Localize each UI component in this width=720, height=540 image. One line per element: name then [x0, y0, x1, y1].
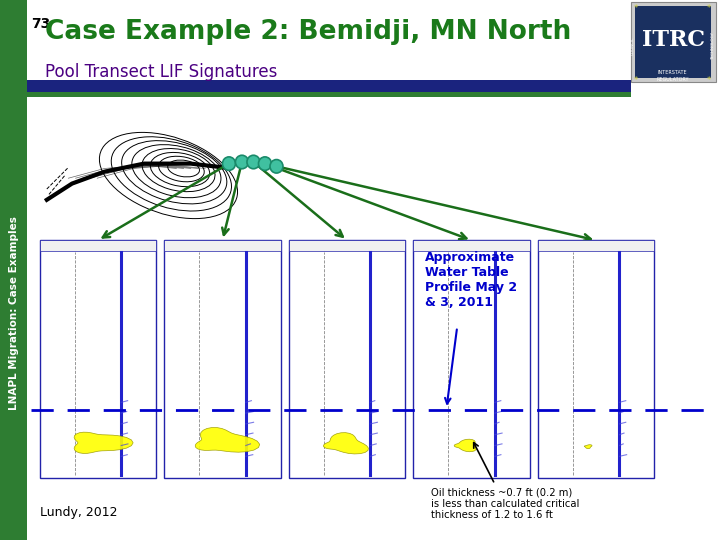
Bar	[289, 240, 405, 251]
Bar	[27, 92, 631, 97]
Bar	[27, 97, 720, 535]
Polygon shape	[454, 439, 476, 452]
Bar	[27, 80, 631, 92]
Text: Case Example 2: Bemidji, MN North: Case Example 2: Bemidji, MN North	[45, 19, 572, 45]
Text: INTERSTATE: INTERSTATE	[657, 70, 688, 75]
Polygon shape	[323, 433, 369, 454]
Ellipse shape	[258, 157, 271, 171]
Text: *: *	[634, 4, 638, 12]
Text: Pool Transect LIF Signatures: Pool Transect LIF Signatures	[45, 63, 278, 81]
Bar	[538, 240, 654, 251]
Bar	[289, 240, 405, 478]
Bar	[164, 240, 281, 478]
Text: Lundy, 2012: Lundy, 2012	[40, 507, 117, 519]
Text: LNAPL Migration: Case Examples: LNAPL Migration: Case Examples	[9, 216, 19, 410]
Bar	[27, 100, 720, 235]
Text: *: *	[707, 77, 711, 85]
Text: COUNCIL: COUNCIL	[631, 37, 635, 55]
Text: ITRC: ITRC	[642, 30, 705, 51]
Bar	[40, 240, 156, 251]
Bar	[538, 240, 654, 478]
Text: *: *	[634, 77, 638, 85]
Text: Approximate
Water Table
Profile May 2
& 3, 2011: Approximate Water Table Profile May 2 & …	[425, 251, 517, 309]
Polygon shape	[584, 445, 592, 449]
Text: 73: 73	[31, 17, 50, 31]
Ellipse shape	[235, 156, 248, 168]
Bar	[635, 6, 711, 78]
Bar	[164, 240, 281, 251]
Text: Oil thickness ~0.7 ft (0.2 m)
is less than calculated critical
thickness of 1.2 : Oil thickness ~0.7 ft (0.2 m) is less th…	[431, 443, 579, 520]
Bar	[631, 2, 716, 82]
Ellipse shape	[270, 160, 283, 173]
Text: TECHNOLOGY: TECHNOLOGY	[711, 32, 715, 60]
Text: REGULATORY: REGULATORY	[656, 77, 689, 82]
Bar	[413, 240, 530, 478]
Bar	[0, 0, 27, 540]
Ellipse shape	[222, 157, 235, 171]
Bar	[413, 240, 530, 251]
Text: *: *	[707, 4, 711, 12]
Polygon shape	[195, 428, 260, 452]
Ellipse shape	[247, 156, 260, 168]
Bar	[40, 240, 156, 478]
Polygon shape	[74, 432, 133, 454]
